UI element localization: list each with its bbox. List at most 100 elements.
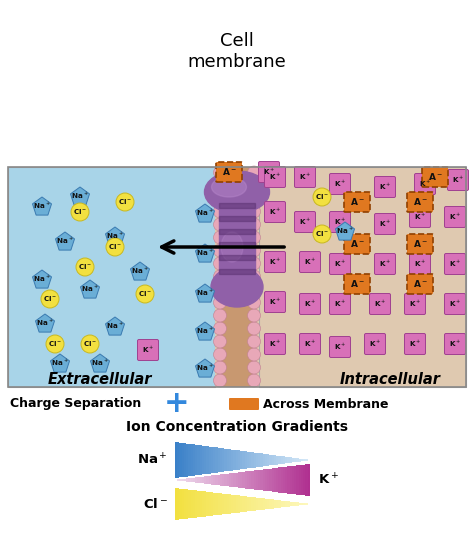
Text: Na$^+$: Na$^+$ [131,266,149,276]
Bar [236,495,238,513]
Bar [263,499,265,509]
Bar [267,454,270,466]
Bar [218,493,220,515]
Bar [299,465,301,495]
Circle shape [213,244,227,257]
Bar [243,472,245,488]
Circle shape [213,348,227,361]
Polygon shape [195,322,215,340]
Bar [209,492,211,516]
Text: A$^-$: A$^-$ [412,278,428,289]
Bar [240,496,243,512]
Bar [225,449,227,472]
Bar [195,444,198,475]
Bar [294,502,297,506]
Text: Cl$^-$: Cl$^-$ [83,339,97,348]
Text: K$^+$: K$^+$ [419,178,431,189]
Text: +: + [164,390,190,418]
Bar [276,468,279,492]
FancyBboxPatch shape [344,234,370,254]
Text: K$^+$: K$^+$ [334,216,346,227]
Bar [216,475,218,485]
Bar [297,502,299,506]
FancyBboxPatch shape [264,166,285,188]
Text: K$^+$: K$^+$ [379,259,391,269]
Text: K$^+$: K$^+$ [369,338,381,349]
FancyBboxPatch shape [410,207,430,228]
Bar [175,488,177,520]
Bar [281,467,283,493]
Text: Cl$^-$: Cl$^-$ [138,289,152,298]
Bar [279,456,281,464]
FancyBboxPatch shape [294,211,316,233]
FancyBboxPatch shape [258,162,280,183]
Bar [209,476,211,484]
Circle shape [41,290,59,308]
Text: Cl$^-$: Cl$^-$ [108,242,122,251]
Bar [288,501,290,507]
Bar [297,458,299,462]
Bar [249,497,252,511]
Bar [236,473,238,487]
Circle shape [247,257,261,270]
Bar [247,451,249,468]
Circle shape [71,203,89,221]
Text: K$^+$: K$^+$ [304,256,316,267]
Circle shape [213,270,227,283]
Circle shape [247,348,261,361]
FancyBboxPatch shape [329,337,350,358]
FancyBboxPatch shape [300,294,320,314]
Text: Ion Concentration Gradients: Ion Concentration Gradients [126,420,348,434]
Bar [303,459,306,461]
Text: K$^+$: K$^+$ [334,298,346,308]
Text: K$^+$: K$^+$ [449,338,461,349]
Text: Na$^+$: Na$^+$ [336,226,354,236]
Bar [198,445,200,475]
Bar [270,499,272,509]
Circle shape [213,192,227,205]
Bar [219,255,255,260]
Text: K$^+$: K$^+$ [334,341,346,352]
Bar [290,466,292,494]
Bar [215,167,259,387]
Bar [254,498,256,511]
Bar [219,269,255,274]
Text: Cl$^-$: Cl$^-$ [43,294,57,303]
Bar [213,475,216,485]
Circle shape [213,374,227,387]
Bar [259,167,466,387]
Text: A$^-$: A$^-$ [412,238,428,249]
Bar [249,452,252,468]
Bar [186,479,189,482]
Bar [198,491,200,517]
Bar [231,449,234,470]
Bar [177,488,180,520]
FancyBboxPatch shape [374,214,395,235]
Circle shape [213,205,227,218]
Bar [256,453,258,467]
Polygon shape [195,244,215,262]
Text: K$^+$: K$^+$ [269,338,281,349]
Bar [245,472,247,488]
Circle shape [247,231,261,244]
Bar [213,493,216,515]
Bar [229,473,231,487]
Bar [189,444,191,476]
Bar [281,456,283,464]
Text: Na$^+$: Na$^+$ [33,201,51,211]
Polygon shape [106,227,125,245]
Bar [182,479,184,481]
Circle shape [313,225,331,243]
FancyBboxPatch shape [410,254,430,274]
Text: Across Membrane: Across Membrane [263,397,389,410]
Polygon shape [195,359,215,377]
Bar [279,467,281,493]
Bar [219,192,255,287]
Bar [306,460,308,461]
Bar [240,472,243,488]
Bar [303,464,306,495]
FancyBboxPatch shape [422,167,448,187]
Bar [301,503,303,505]
Circle shape [247,296,261,309]
Bar [198,477,200,483]
